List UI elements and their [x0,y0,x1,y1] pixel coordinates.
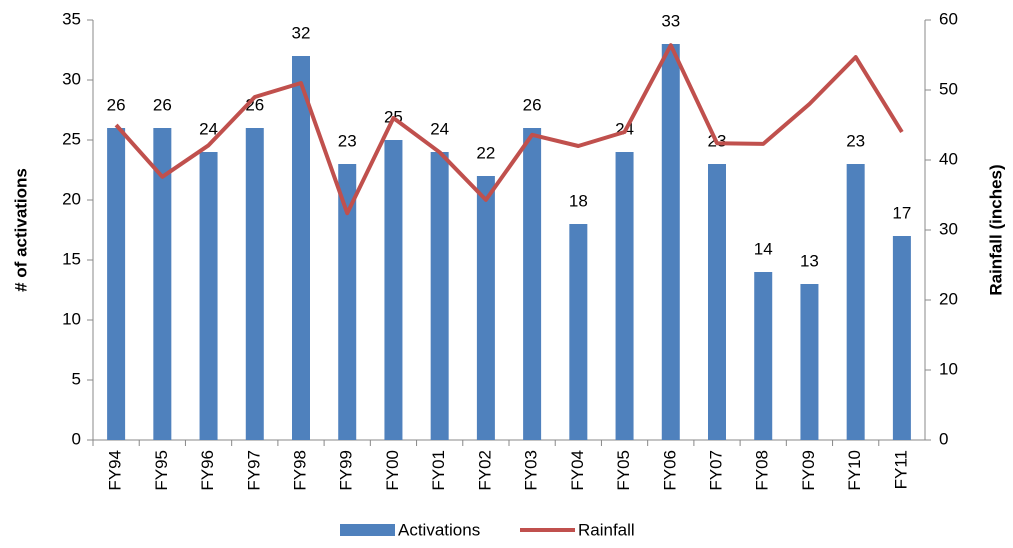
x-tick-label: FY95 [152,450,171,491]
data-label: 26 [107,95,126,114]
y-tick-label: 10 [62,309,81,328]
y-tick-label: 20 [62,189,81,208]
x-tick-label: FY94 [106,450,125,491]
bar [107,128,126,440]
y-axis-title: # of activations [11,168,30,292]
y-tick-label: 0 [72,429,81,448]
x-tick-label: FY10 [845,450,864,491]
data-label: 22 [476,143,495,162]
y2-tick-label: 60 [939,9,958,28]
x-tick-label: FY09 [799,450,818,491]
bar [153,128,172,440]
data-label: 26 [523,95,542,114]
y-tick-label: 25 [62,129,81,148]
x-tick-label: FY97 [244,450,263,491]
x-tick-label: FY96 [198,450,217,491]
x-tick-label: FY98 [290,450,309,491]
x-tick-label: FY04 [568,450,587,491]
data-label: 24 [199,119,218,138]
y-tick-label: 35 [62,9,81,28]
data-label: 23 [846,131,865,150]
data-label: 24 [430,119,449,138]
bar [754,272,773,440]
y2-tick-label: 40 [939,149,958,168]
line [114,43,904,216]
y2-tick-label: 0 [939,429,948,448]
bar [569,224,588,440]
data-label: 33 [661,11,680,30]
bar [846,164,865,440]
x-tick-label: FY02 [475,450,494,491]
x-tick-label: FY99 [337,450,356,491]
legend-label: Activations [398,520,480,539]
data-label: 13 [800,251,819,270]
bar [800,284,819,440]
legend-label: Rainfall [578,520,635,539]
bar [245,128,264,440]
x-tick-label: FY06 [660,450,679,491]
bar [430,152,449,440]
data-label: 18 [569,191,588,210]
x-tick-label: FY00 [383,450,402,491]
bar [892,236,911,440]
data-label: 17 [892,203,911,222]
data-label: 14 [754,239,773,258]
data-label: 32 [292,23,311,42]
bar [615,152,634,440]
y2-tick-label: 20 [939,289,958,308]
x-tick-label: FY11 [891,450,910,489]
y-tick-label: 30 [62,69,81,88]
y2-tick-label: 10 [939,359,958,378]
bar [708,164,726,440]
bar [292,56,310,440]
y2-axis-title: Rainfall (inches) [986,164,1005,295]
y2-tick-label: 30 [939,219,958,238]
bar [523,128,542,440]
x-tick-label: FY01 [429,450,448,491]
x-tick-label: FY08 [753,450,772,491]
bar [199,152,218,440]
bar [384,140,403,440]
data-label: 26 [153,95,172,114]
y-tick-label: 5 [72,369,81,388]
bar [661,44,680,440]
y-tick-label: 15 [62,249,81,268]
data-label: 23 [338,131,357,150]
x-tick-label: FY07 [706,450,725,491]
y2-tick-label: 50 [939,79,958,98]
bar [476,176,495,440]
x-tick-label: FY03 [522,450,541,491]
legend-swatch [340,524,395,536]
x-tick-label: FY05 [614,450,633,491]
bar [338,164,357,440]
